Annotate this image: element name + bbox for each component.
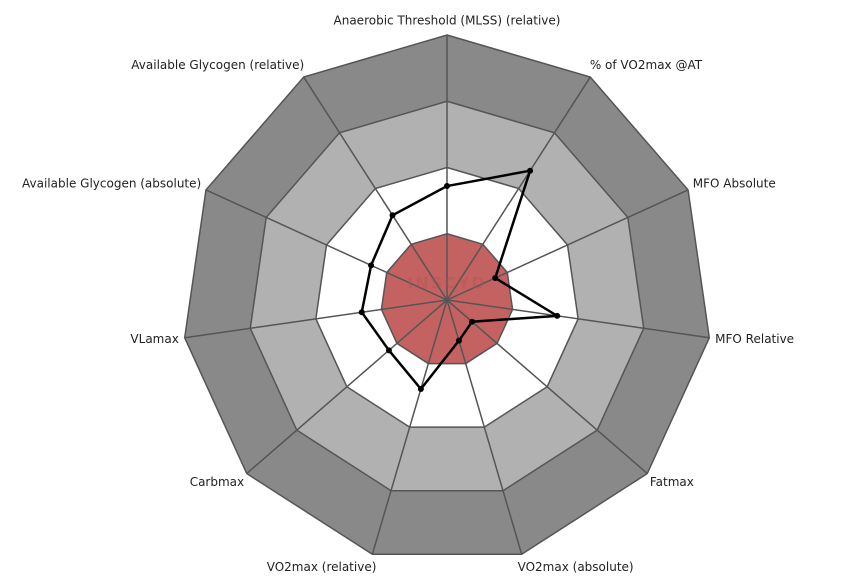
data-point	[469, 318, 476, 325]
series-line	[360, 169, 562, 391]
data-point	[492, 274, 499, 281]
axis-label: VO2max (relative)	[267, 560, 377, 574]
data-point	[417, 385, 424, 392]
axis-label: VO2max (absolute)	[518, 560, 634, 574]
spoke	[446, 189, 689, 301]
data-point	[385, 347, 392, 354]
spoke	[303, 76, 448, 301]
watermark: INSCYD	[407, 274, 486, 293]
axis-label: % of VO2max @AT	[590, 58, 703, 72]
spoke	[446, 76, 591, 301]
data-point	[358, 309, 365, 316]
axis-label: VLamax	[130, 332, 178, 346]
axis-label: MFO Relative	[715, 332, 794, 346]
data-point	[389, 212, 396, 219]
data-point	[444, 183, 450, 190]
axis-label: Anaerobic Threshold (MLSS) (relative)	[334, 14, 561, 28]
axis-label: Fatmax	[650, 475, 694, 489]
data-point	[455, 337, 462, 344]
axis-label: Available Glycogen (relative)	[131, 58, 304, 72]
spoke	[246, 299, 448, 475]
spoke	[446, 299, 710, 339]
axis-label: MFO Absolute	[693, 177, 776, 191]
spoke	[205, 189, 448, 301]
spoke	[446, 299, 648, 475]
spoke	[184, 299, 448, 339]
spoke	[371, 299, 448, 555]
data-point	[527, 167, 534, 174]
axis-label: Carbmax	[190, 475, 244, 489]
data-point	[554, 312, 561, 319]
axis-label: Available Glycogen (absolute)	[22, 177, 201, 191]
data-point	[368, 262, 375, 269]
